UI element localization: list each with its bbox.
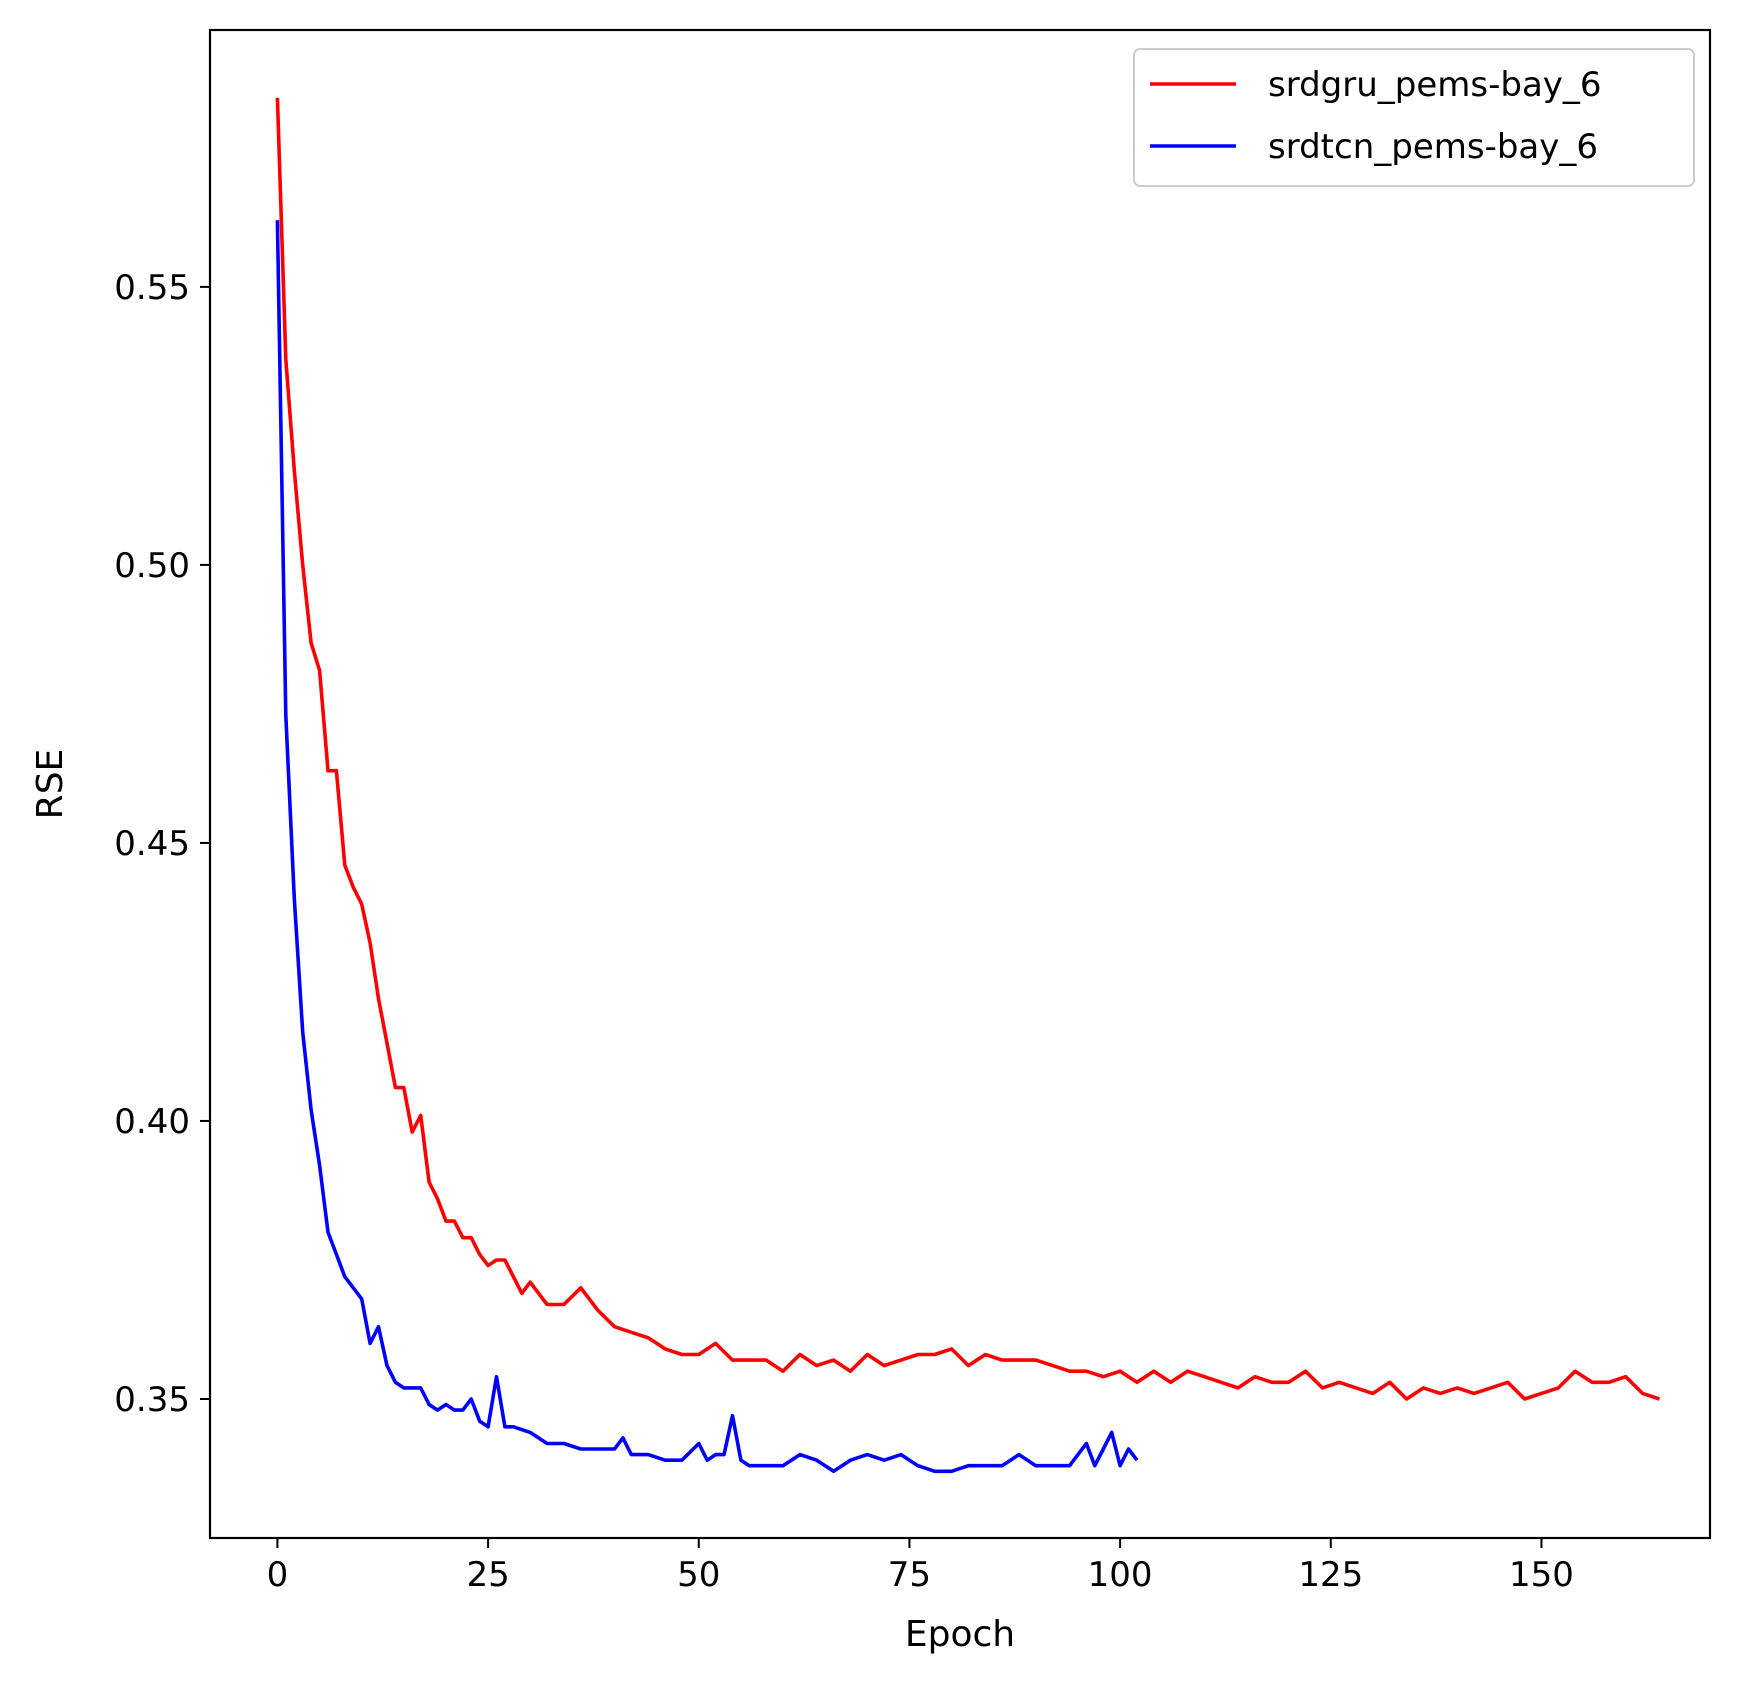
y-tick-label: 0.40 xyxy=(114,1102,190,1142)
series-line-2 xyxy=(275,220,1139,1474)
y-axis-title: RSE xyxy=(30,749,71,820)
plot-area-frame xyxy=(208,28,1712,1540)
x-tick-label: 25 xyxy=(466,1555,509,1595)
legend-label-2: srdtcn_pems-bay_6 xyxy=(1268,127,1598,167)
x-axis: 0 25 50 75 100 125 150 xyxy=(267,1538,1574,1595)
x-tick-label: 100 xyxy=(1088,1555,1153,1595)
y-tick-label: 0.55 xyxy=(114,268,190,308)
x-tick-label: 125 xyxy=(1298,1555,1363,1595)
legend-label-1: srdgru_pems-bay_6 xyxy=(1268,65,1602,105)
x-tick-label: 50 xyxy=(677,1555,720,1595)
legend: srdgru_pems-bay_6 srdtcn_pems-bay_6 xyxy=(1133,48,1695,187)
x-tick-label: 75 xyxy=(888,1555,931,1595)
x-axis-title: Epoch xyxy=(905,1614,1015,1655)
x-tick-label: 0 xyxy=(267,1555,289,1595)
series-line-1 xyxy=(275,97,1660,1401)
y-tick-label: 0.45 xyxy=(114,824,190,864)
series-layer xyxy=(275,97,1660,1474)
y-tick-label: 0.50 xyxy=(114,546,190,586)
y-tick-label: 0.35 xyxy=(114,1380,190,1420)
y-axis: 0.35 0.40 0.45 0.50 0.55 xyxy=(114,268,210,1420)
x-tick-label: 150 xyxy=(1509,1555,1574,1595)
legend-box xyxy=(1133,48,1695,187)
